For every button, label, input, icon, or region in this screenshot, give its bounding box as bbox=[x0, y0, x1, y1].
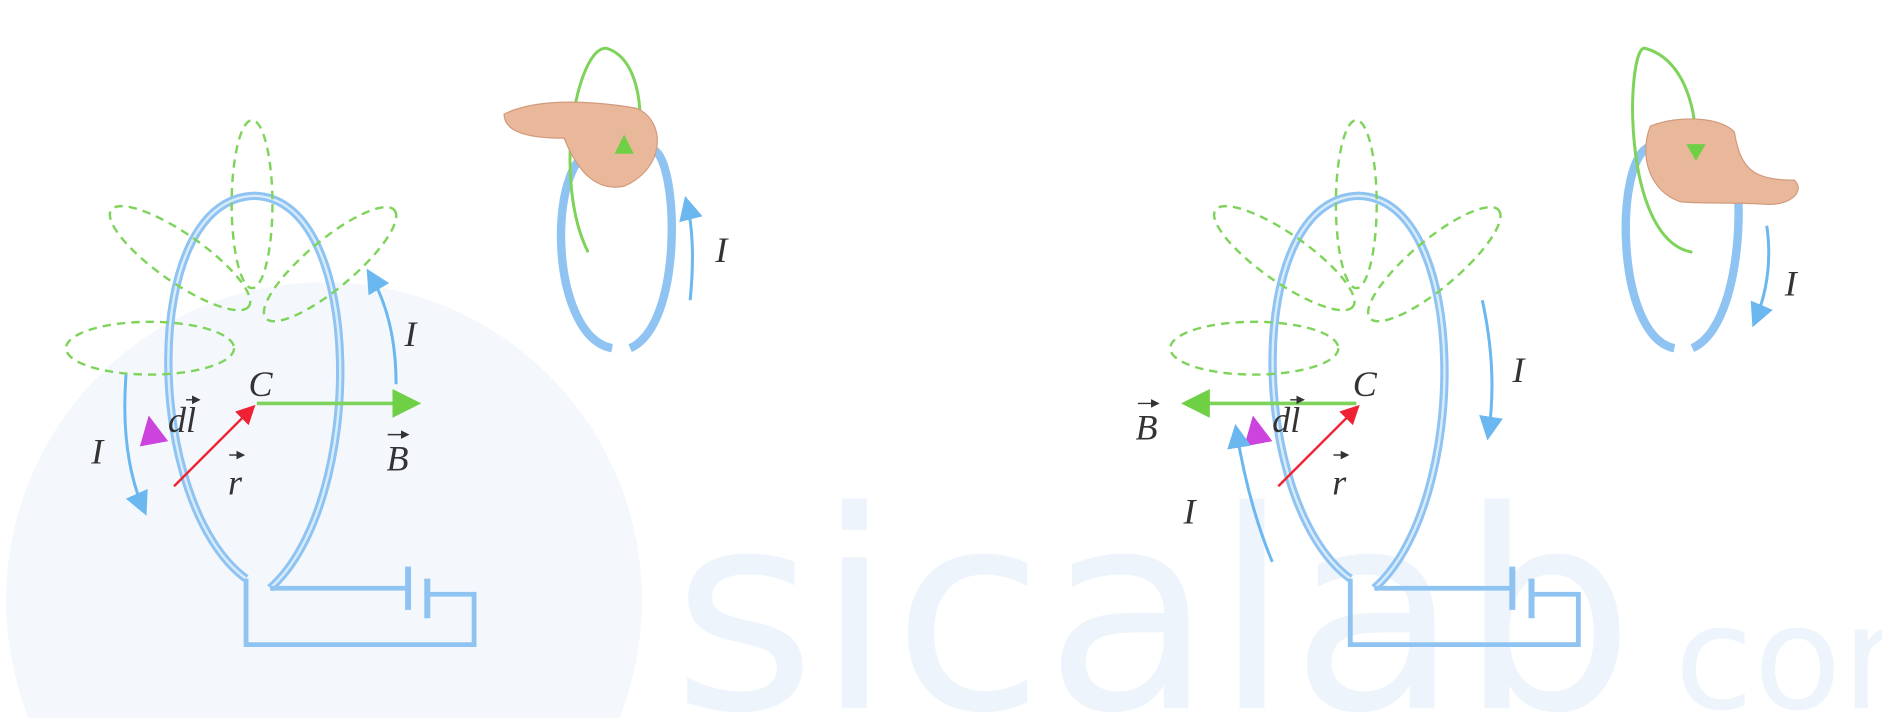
current-label: I bbox=[403, 314, 418, 354]
radius-label: r bbox=[1332, 463, 1347, 503]
element-label: dl bbox=[168, 400, 196, 440]
current-label: I bbox=[1784, 263, 1799, 303]
center-label: C bbox=[248, 364, 273, 404]
watermark: sicalab com bbox=[6, 282, 1882, 718]
current-label: I bbox=[90, 431, 105, 471]
watermark-text: sicalab bbox=[672, 453, 1635, 718]
current-label: I bbox=[1511, 350, 1526, 390]
field-label: B bbox=[1135, 407, 1157, 447]
current-label: I bbox=[714, 230, 729, 270]
element-label: dl bbox=[1272, 400, 1300, 440]
center-label: C bbox=[1353, 364, 1378, 404]
radius-label: r bbox=[228, 463, 243, 503]
field-label: B bbox=[386, 439, 408, 479]
left-diagram: C dl r B I I I bbox=[66, 46, 729, 645]
watermark-suffix: com bbox=[1674, 574, 1882, 718]
right-diagram: C dl r B I I I bbox=[1135, 46, 1799, 645]
current-label: I bbox=[1182, 491, 1197, 531]
